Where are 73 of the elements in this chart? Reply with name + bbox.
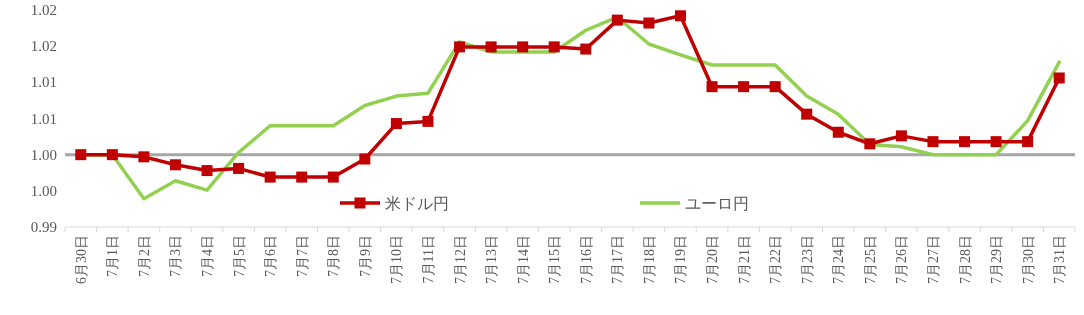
x-tick-label: 7月31日 — [1052, 235, 1068, 284]
point — [201, 165, 213, 177]
point — [359, 153, 371, 165]
x-tick-label: 7月9日 — [357, 235, 373, 277]
y-tick-label: 1.00 — [30, 146, 57, 163]
point — [296, 171, 308, 183]
x-tick-label: 7月21日 — [736, 235, 752, 284]
point — [327, 171, 339, 183]
y-tick-label: 1.02 — [30, 2, 57, 18]
x-tick-label: 7月5日 — [231, 235, 247, 277]
x-tick-label: 6月30日 — [73, 235, 89, 284]
x-tick-label: 7月22日 — [768, 235, 784, 284]
legend-label: 米ドル円 — [385, 195, 449, 212]
point — [959, 136, 971, 148]
x-tick-label: 7月29日 — [989, 235, 1005, 284]
point — [769, 81, 781, 93]
x-tick-label: 7月13日 — [484, 235, 500, 284]
point — [895, 130, 907, 142]
x-tick-label: 7月2日 — [136, 235, 152, 277]
point — [485, 41, 497, 53]
point — [75, 149, 87, 161]
x-tick-label: 7月17日 — [610, 235, 626, 284]
point — [233, 162, 245, 174]
point — [611, 14, 623, 26]
x-tick-label: 7月12日 — [452, 235, 468, 284]
x-tick-label: 7月19日 — [673, 235, 689, 284]
x-tick-label: 7月4日 — [200, 235, 216, 277]
point — [548, 41, 560, 53]
x-tick-label: 7月24日 — [831, 235, 847, 284]
y-tick-label: 0.99 — [30, 219, 57, 235]
point — [138, 151, 150, 163]
point — [169, 159, 181, 171]
x-tick-label: 7月28日 — [957, 235, 973, 284]
x-tick-label: 7月25日 — [862, 235, 878, 284]
y-tick-label: 1.00 — [30, 182, 57, 199]
x-tick-label: 7月23日 — [799, 235, 815, 284]
point — [801, 108, 813, 120]
point — [517, 41, 529, 53]
point — [706, 81, 718, 93]
point — [390, 118, 402, 130]
y-tick-label: 1.01 — [30, 110, 57, 127]
y-tick-label: 1.02 — [30, 38, 57, 55]
point — [1022, 136, 1034, 148]
point — [1053, 72, 1065, 84]
point — [454, 41, 466, 53]
point — [422, 115, 434, 127]
point — [264, 171, 276, 183]
x-tick-label: 7月15日 — [547, 235, 563, 284]
point — [643, 17, 655, 29]
point — [674, 10, 686, 22]
x-tick-label: 7月7日 — [294, 235, 310, 277]
x-tick-label: 7月26日 — [894, 235, 910, 284]
x-tick-label: 7月20日 — [705, 235, 721, 284]
legend-label: ユーロ円 — [685, 195, 749, 212]
point — [990, 136, 1002, 148]
x-tick-label: 7月30日 — [1020, 235, 1036, 284]
x-tick-label: 7月8日 — [326, 235, 342, 277]
x-tick-label: 7月10日 — [389, 235, 405, 284]
point — [864, 138, 876, 150]
point — [580, 43, 592, 55]
point — [738, 81, 750, 93]
x-tick-label: 7月18日 — [641, 235, 657, 284]
point — [927, 136, 939, 148]
point — [832, 126, 844, 138]
y-tick-label: 1.01 — [30, 74, 57, 91]
x-tick-label: 7月1日 — [105, 235, 121, 277]
x-tick-label: 7月16日 — [578, 235, 594, 284]
x-tick-label: 7月3日 — [168, 235, 184, 277]
x-tick-label: 7月6日 — [263, 235, 279, 277]
x-tick-label: 7月14日 — [515, 235, 531, 284]
x-tick-label: 7月11日 — [420, 235, 436, 284]
x-tick-label: 7月27日 — [925, 235, 941, 284]
point — [106, 149, 118, 161]
